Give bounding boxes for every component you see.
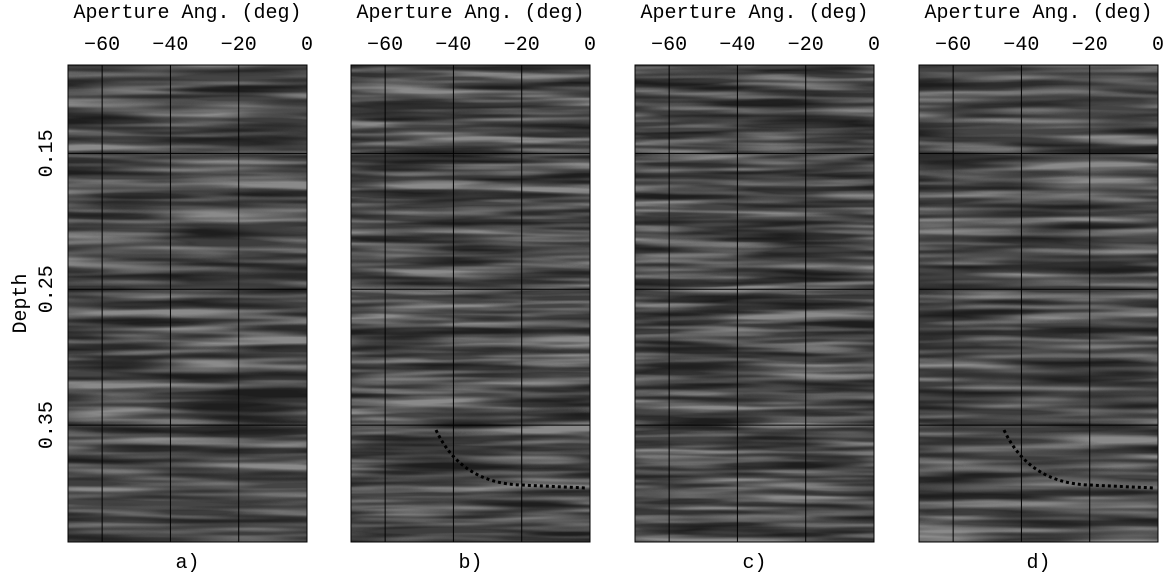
plot-frame [918, 64, 1159, 543]
seismic-image-dark [351, 65, 590, 542]
seismic-image-dark [68, 65, 307, 542]
x-tick-label: −60 [935, 34, 971, 57]
x-tick-label: 0 [301, 34, 313, 57]
plot-frame [350, 64, 591, 543]
y-tick-label: 0.35 [36, 401, 59, 449]
panel-caption: d) [1026, 552, 1050, 575]
x-tick-label: −20 [504, 34, 540, 57]
x-tick-label: 0 [584, 34, 596, 57]
seismic-image-dark [635, 65, 874, 542]
plot-frame [634, 64, 875, 543]
x-tick-label: −60 [84, 34, 120, 57]
panel-caption: a) [175, 552, 199, 575]
x-axis-title: Aperture Ang. (deg) [924, 2, 1152, 25]
picked-curve [434, 429, 587, 490]
y-tick-label: 0.25 [36, 265, 59, 313]
x-tick-label: 0 [1152, 34, 1164, 57]
x-tick-label: −60 [651, 34, 687, 57]
x-tick-label: −20 [1072, 34, 1108, 57]
x-tick-label: 0 [868, 34, 880, 57]
x-axis-title: Aperture Ang. (deg) [73, 2, 301, 25]
x-tick-label: −40 [1003, 34, 1039, 57]
seismic-image-dark [919, 65, 1158, 542]
panel-caption: b) [458, 552, 482, 575]
y-axis-title: Depth [10, 273, 33, 333]
x-tick-label: −20 [221, 34, 257, 57]
x-tick-label: −40 [719, 34, 755, 57]
x-tick-label: −40 [435, 34, 471, 57]
panel-caption: c) [742, 552, 766, 575]
plot-frame [67, 64, 308, 543]
y-tick-label: 0.15 [36, 129, 59, 177]
x-axis-title: Aperture Ang. (deg) [356, 2, 584, 25]
x-axis-title: Aperture Ang. (deg) [640, 2, 868, 25]
picked-curve [1002, 429, 1155, 490]
x-tick-label: −40 [152, 34, 188, 57]
x-tick-label: −60 [367, 34, 403, 57]
x-tick-label: −20 [788, 34, 824, 57]
